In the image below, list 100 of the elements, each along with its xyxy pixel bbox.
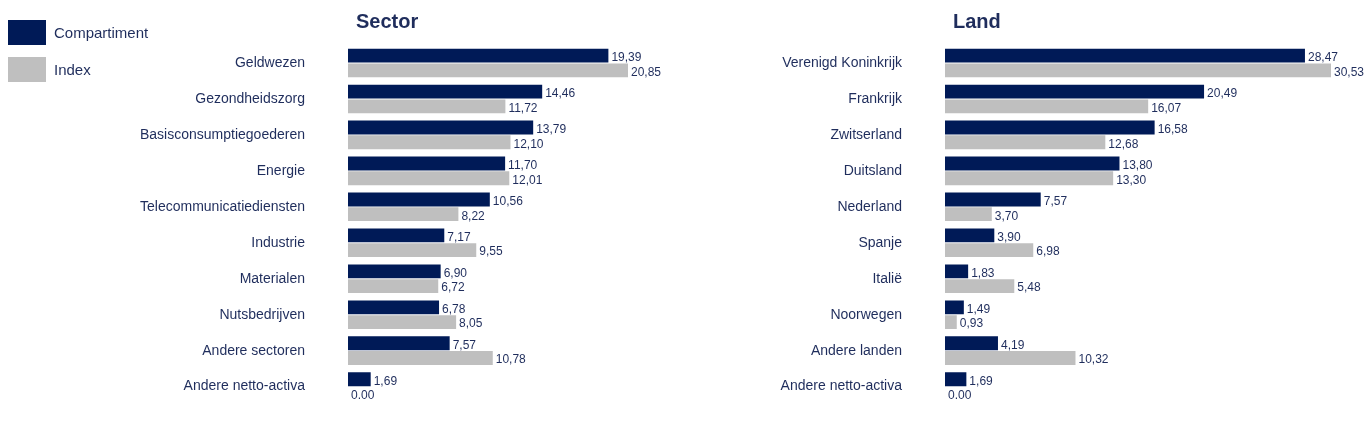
bar — [945, 264, 969, 279]
bar — [348, 48, 609, 63]
y-tick-label: Geldwezen — [234, 53, 305, 70]
bar — [945, 279, 1015, 294]
bar — [348, 336, 450, 351]
bar — [348, 171, 510, 186]
y-tick-label: Andere landen — [810, 341, 902, 358]
data-label: 8,05 — [459, 316, 483, 331]
data-label: 12,01 — [512, 172, 543, 187]
bar — [348, 99, 506, 114]
data-label: 11,72 — [508, 100, 538, 115]
bar — [348, 192, 490, 207]
data-label: 20,85 — [631, 64, 662, 79]
chart-title: Sector — [356, 10, 419, 32]
data-label: 7,57 — [1043, 193, 1068, 208]
y-tick-label: Andere sectoren — [202, 341, 305, 358]
bar — [348, 63, 628, 78]
bar — [348, 372, 371, 387]
data-label: 12,68 — [1108, 136, 1139, 151]
bar — [945, 351, 1076, 365]
data-label: 19,39 — [611, 49, 642, 64]
data-label: 6,78 — [442, 301, 466, 316]
data-label: 12,10 — [513, 136, 544, 151]
data-label: 9,55 — [479, 244, 503, 259]
y-tick-label: Materialen — [239, 269, 305, 286]
data-label: 3,70 — [994, 208, 1019, 223]
data-label: 13,30 — [1116, 172, 1147, 187]
y-tick-label: Verenigd Koninkrijk — [782, 53, 903, 70]
legend-label: Index — [54, 61, 91, 78]
bar — [945, 315, 957, 329]
data-label: 0,93 — [959, 316, 984, 331]
data-label: 28,47 — [1307, 49, 1339, 64]
bar — [348, 315, 457, 329]
bar — [945, 228, 995, 243]
bar — [348, 207, 459, 222]
data-label: 8,22 — [461, 208, 486, 223]
bar — [348, 228, 445, 243]
data-label: 6,98 — [1036, 244, 1060, 259]
bar — [945, 336, 998, 351]
data-label: 11,70 — [508, 157, 538, 172]
data-label: 10,32 — [1078, 352, 1109, 367]
bar — [945, 84, 1205, 99]
data-label: 7,17 — [447, 229, 471, 244]
bar — [348, 264, 441, 279]
bar — [348, 120, 534, 135]
bar — [348, 300, 440, 315]
y-tick-label: Gezondheidszorg — [195, 89, 305, 106]
data-label: 13,80 — [1122, 157, 1153, 172]
data-label: 30,53 — [1334, 64, 1365, 79]
data-label: 5,48 — [1017, 280, 1041, 295]
data-label: 0.00 — [351, 388, 375, 403]
bar — [945, 300, 964, 315]
bar — [348, 279, 439, 294]
y-tick-label: Nutsbedrijven — [219, 305, 305, 322]
bar — [348, 135, 511, 150]
bar — [945, 135, 1106, 150]
y-tick-label: Andere netto-activa — [780, 377, 903, 394]
data-label: 3,90 — [997, 229, 1021, 244]
data-label: 1,83 — [971, 265, 995, 280]
bar — [945, 63, 1331, 78]
bar — [945, 207, 992, 222]
y-tick-label: Nederland — [837, 197, 902, 214]
y-tick-label: Energie — [256, 161, 306, 178]
data-label: 16,58 — [1157, 121, 1188, 136]
y-tick-label: Italië — [872, 269, 903, 286]
bar — [945, 171, 1114, 186]
y-tick-label: Telecommunicatiediensten — [140, 197, 305, 214]
y-tick-label: Zwitserland — [830, 125, 902, 142]
y-tick-label: Basisconsumptiegoederen — [140, 125, 305, 142]
data-label: 10,78 — [495, 352, 527, 367]
bar — [945, 99, 1149, 114]
data-label: 16,07 — [1151, 100, 1182, 115]
bar — [945, 192, 1041, 207]
y-tick-label: Duitsland — [843, 161, 902, 178]
bar — [348, 351, 493, 365]
bar — [945, 156, 1120, 171]
data-label: 0.00 — [948, 388, 972, 403]
data-label: 1,49 — [966, 301, 991, 316]
data-label: 20,49 — [1207, 85, 1238, 100]
legend-label: Compartiment — [54, 24, 149, 41]
bar — [945, 48, 1305, 63]
data-label: 10,56 — [492, 193, 524, 208]
data-label: 4,19 — [1000, 337, 1025, 352]
bar — [348, 84, 543, 99]
data-label: 1,69 — [373, 373, 398, 388]
data-label: 13,79 — [536, 121, 567, 136]
bar — [945, 372, 967, 387]
bar — [945, 120, 1155, 135]
data-label: 6,90 — [443, 265, 468, 280]
y-tick-label: Frankrijk — [848, 89, 903, 106]
data-label: 1,69 — [969, 373, 994, 388]
bar — [348, 156, 506, 171]
y-tick-label: Spanje — [858, 233, 903, 250]
y-tick-label: Andere netto-activa — [183, 377, 306, 394]
bar — [348, 243, 477, 258]
y-tick-label: Noorwegen — [830, 305, 902, 322]
y-tick-label: Industrie — [251, 233, 306, 250]
data-label: 6,72 — [441, 280, 465, 295]
bar — [945, 243, 1034, 258]
data-label: 7,57 — [452, 337, 477, 352]
